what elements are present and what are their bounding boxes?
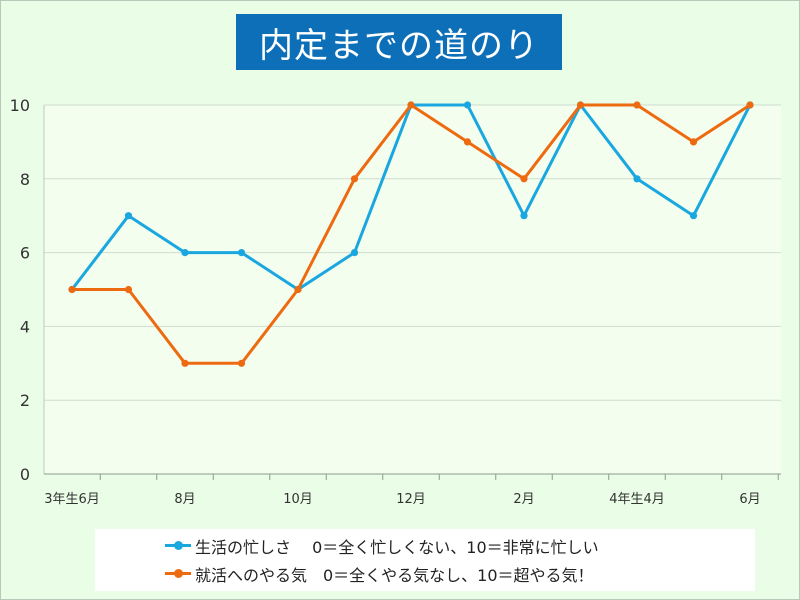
y-tick-label-8: 8 [20,170,30,189]
series-1-point-9 [576,101,585,109]
y-tick-label-0: 0 [20,465,30,484]
series-1-point-7 [463,138,472,146]
series-1-point-12 [746,101,754,109]
x-tick-label-8: 2月 [513,492,534,507]
x-tick-label-6: 12月 [396,492,426,507]
series-0-point-7 [463,101,472,109]
series-0-point-11 [689,212,698,220]
x-tick-label-4: 10月 [283,492,313,507]
series-1-point-1 [124,285,133,294]
y-tick-label-2: 2 [20,391,30,410]
series-0-point-1 [124,212,133,220]
series-1-point-0 [68,285,76,294]
legend-item-busyness: 生活の忙しさ 0＝全く忙しくない、10＝非常に忙しい [95,533,599,559]
series-0-point-3 [237,249,246,257]
x-tick-label-2: 8月 [174,492,195,507]
legend: 生活の忙しさ 0＝全く忙しくない、10＝非常に忙しい 就活へのやる気 0＝全くや… [95,529,755,591]
y-tick-label-4: 4 [20,317,30,336]
plot-area [44,105,781,474]
series-0-point-5 [350,249,359,257]
legend-swatch-motivation [165,561,191,587]
series-1-point-4 [294,285,302,294]
series-0-point-10 [633,175,641,183]
legend-label-busyness: 生活の忙しさ 0＝全く忙しくない、10＝非常に忙しい [195,538,599,557]
series-1-point-5 [350,175,359,183]
legend-label-motivation: 就活へのやる気 0＝全くやる気なし、10＝超やる気！ [195,566,594,585]
series-1-point-11 [689,138,698,146]
y-tick-label-6: 6 [20,244,30,263]
series-1-point-6 [407,101,415,109]
series-0-point-2 [181,249,189,257]
series-1-point-2 [181,359,189,367]
chart-title: 内定までの道のり [236,14,562,70]
y-tick-label-10: 10 [10,96,30,115]
x-tick-label-10: 4年生4月 [609,492,665,507]
legend-swatch-busyness [165,533,191,559]
series-1-point-10 [633,101,641,109]
x-tick-label-12: 6月 [739,492,760,507]
series-0-point-8 [520,212,528,220]
legend-item-motivation: 就活へのやる気 0＝全くやる気なし、10＝超やる気！ [95,561,594,587]
series-1-point-8 [520,175,528,183]
x-tick-label-0: 3年生6月 [44,492,100,507]
series-1-point-3 [237,359,246,367]
